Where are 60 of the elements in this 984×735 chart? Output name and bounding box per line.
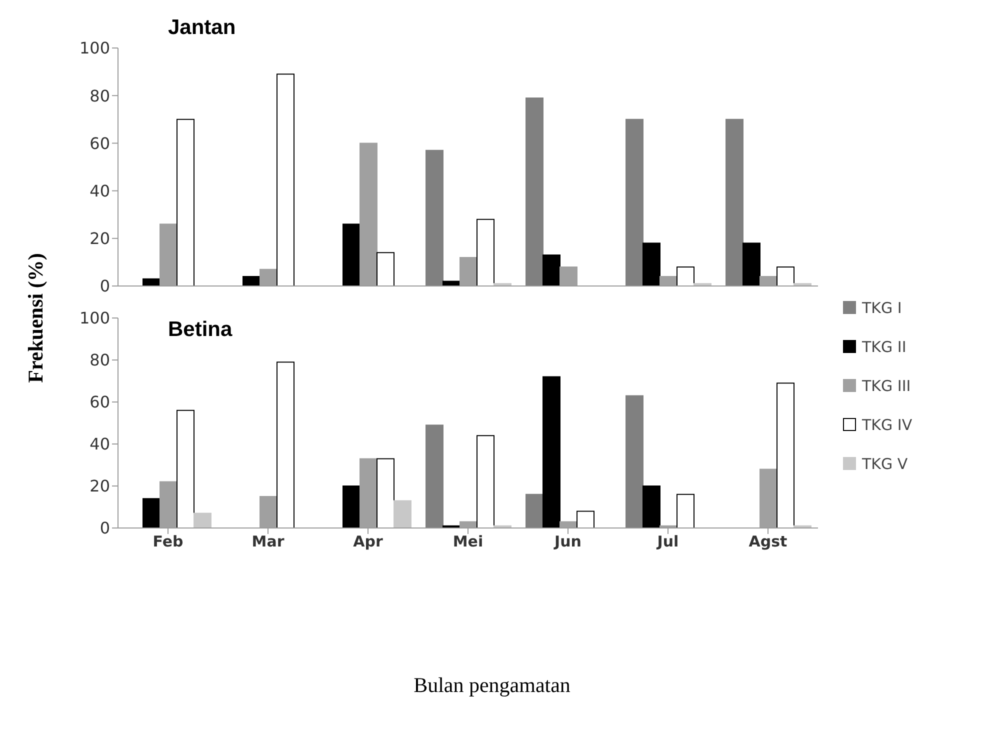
bar — [526, 97, 544, 286]
bar — [342, 224, 360, 286]
x-tick-label: Apr — [353, 532, 384, 551]
bar — [642, 486, 660, 528]
bar — [242, 276, 260, 286]
bar — [776, 382, 794, 528]
legend-label: TKG IV — [862, 416, 912, 434]
y-tick-label: 0 — [100, 518, 110, 538]
x-tick-label: Jun — [554, 532, 582, 551]
y-tick-label: 80 — [90, 350, 110, 370]
x-axis-title: Bulan pengamatan — [412, 673, 572, 698]
bar — [676, 494, 694, 528]
bar — [626, 395, 644, 528]
y-tick-label: 60 — [90, 392, 110, 412]
y-axis-title: Frekuensi (%) — [24, 253, 48, 383]
bar — [426, 424, 444, 528]
bar — [576, 510, 594, 528]
y-tick-label: 20 — [90, 476, 110, 496]
bar — [642, 242, 660, 286]
x-tick-label: Feb — [152, 532, 184, 551]
y-tick-label: 0 — [100, 276, 110, 296]
legend-label: TKG V — [862, 454, 908, 472]
bar — [342, 486, 360, 528]
y-tick-label: 40 — [90, 434, 110, 454]
bar — [276, 74, 294, 286]
legend-label: TKG II — [862, 338, 906, 356]
bar — [376, 458, 394, 528]
bar — [176, 410, 194, 528]
bar — [676, 266, 694, 286]
bar — [276, 362, 294, 528]
bar — [394, 500, 412, 528]
x-tick-label: Mei — [452, 532, 484, 551]
y-tick-label: 80 — [90, 86, 110, 106]
bar — [626, 118, 644, 286]
y-tick-label: 40 — [90, 181, 110, 200]
bar — [376, 252, 394, 286]
x-tick-label: Agst — [748, 532, 788, 551]
y-tick-label: 100 — [79, 38, 110, 58]
chart-title: Betina — [168, 318, 232, 342]
bar — [142, 498, 160, 528]
bar — [742, 242, 760, 286]
bar — [726, 118, 744, 286]
legend-label: TKG III — [862, 376, 911, 394]
y-tick-label: 20 — [90, 229, 110, 248]
bar — [442, 280, 460, 286]
bar — [194, 512, 212, 528]
y-tick-label: 60 — [90, 134, 110, 153]
bar — [426, 150, 444, 286]
bar — [526, 494, 544, 528]
y-tick-label: 100 — [79, 308, 110, 328]
bar — [542, 376, 560, 528]
bar — [176, 118, 194, 286]
bar — [776, 266, 794, 286]
legend-label: TKG I — [862, 298, 902, 316]
bar — [476, 218, 494, 286]
chart-title: Jantan — [168, 16, 236, 40]
x-tick-label: Mar — [252, 532, 285, 551]
x-tick-label: Jul — [656, 532, 679, 551]
bar — [542, 254, 560, 286]
bar — [476, 435, 494, 528]
